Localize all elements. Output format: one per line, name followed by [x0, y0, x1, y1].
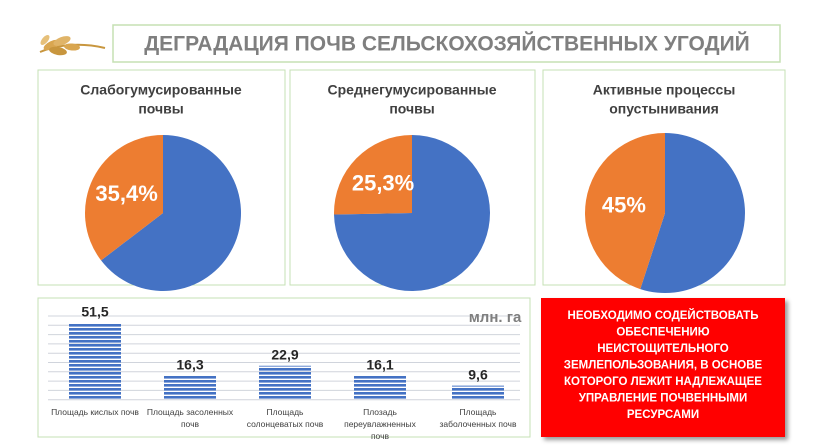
note-box: [541, 298, 785, 437]
data-label: 22,9: [271, 346, 298, 362]
chart-title: опустынивания: [609, 101, 719, 117]
data-label: 25,3%: [352, 170, 414, 195]
panel: [37, 297, 531, 438]
bar: [259, 365, 311, 400]
data-label: 16,3: [176, 356, 203, 372]
pie-slice: [334, 135, 491, 292]
chart-title: Среднегумусированные: [328, 82, 497, 98]
chart-title: Активные процессы: [593, 82, 736, 98]
pie-slice: [101, 135, 242, 291]
data-label: 16,1: [366, 357, 393, 373]
chart-title: почвы: [138, 101, 183, 117]
title-box: [112, 24, 781, 63]
note-line: ОБЕСПЕЧЕНИЮ: [616, 327, 709, 339]
note-line: НЕОБХОДИМО СОДЕЙСТВОВАТЬ: [568, 309, 759, 322]
data-label: 35,4%: [95, 181, 157, 206]
note-line: НЕИСТОЩИТЕЛЬНОГО: [597, 343, 729, 355]
bar: [354, 375, 406, 400]
slide-title: ДЕГРАДАЦИЯ ПОЧВ СЕЛЬСКОХОЗЯЙСТВЕННЫХ УГО…: [144, 32, 750, 56]
note-line: УПРАВЛЕНИЕ ПОЧВЕННЫМИ: [579, 393, 748, 405]
x-tick-label: Плозадь переувлажненных почв: [344, 407, 417, 441]
x-tick-label: Площадь кислых почв: [51, 407, 139, 417]
note-line: ЗЕМЛЕПОЛЬЗОВАНИЯ, В ОСНОВЕ: [564, 360, 763, 372]
x-tick-label: Площадь солонцеватых почв: [247, 407, 324, 429]
chart-title: Слабогумусированные: [80, 82, 242, 98]
note-line: РЕСУРСАМИ: [627, 409, 699, 421]
bar: [69, 323, 121, 400]
data-label: 51,5: [81, 304, 108, 320]
pie-slice: [640, 133, 745, 293]
unit-label: млн. га: [469, 309, 522, 326]
x-tick-label: Площадь засоленных почв: [147, 407, 234, 429]
note-line: КОТОРОГО ЛЕЖИТ НАДЛЕЖАЩЕЕ: [564, 376, 762, 388]
x-tick-label: Площадь заболоченных почв: [440, 407, 517, 429]
bar: [452, 385, 504, 400]
pie-slice: [85, 135, 163, 261]
bar: [164, 375, 216, 400]
pie-slice: [334, 135, 412, 215]
pie-slice: [585, 133, 665, 290]
chart-title: почвы: [389, 101, 434, 117]
data-label: 9,6: [468, 366, 488, 382]
wheat-icon: [39, 35, 106, 56]
data-label: 45%: [602, 192, 646, 217]
